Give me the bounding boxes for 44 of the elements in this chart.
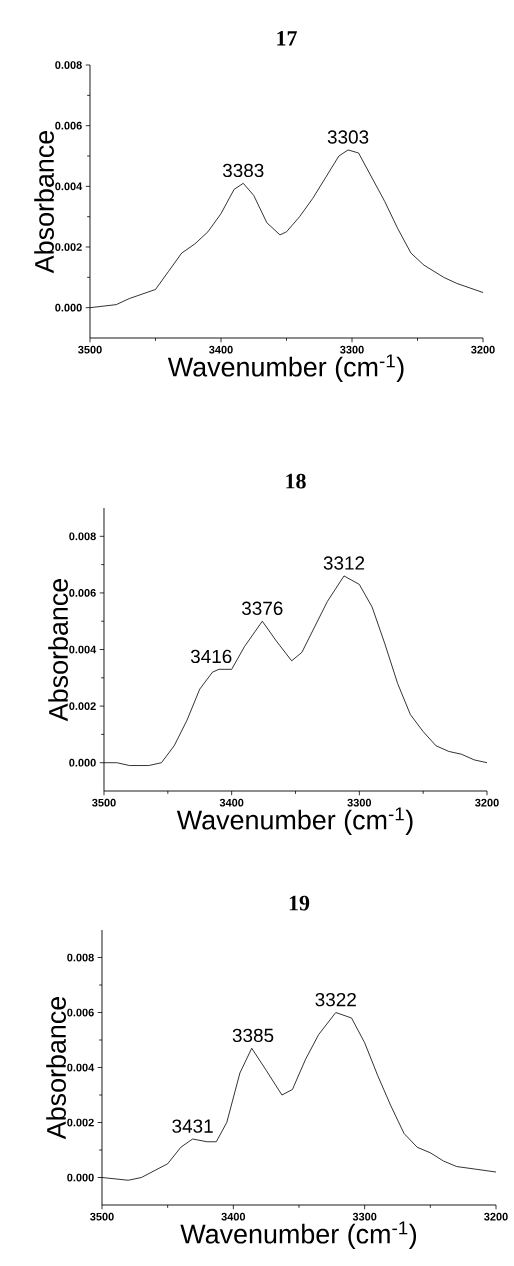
y-tick-label: 0.002 — [69, 702, 96, 710]
y-tick-label: 0.004 — [67, 1063, 95, 1072]
annotation: 3303 — [327, 130, 369, 144]
x-tick-label: 3500 — [92, 798, 116, 807]
x-tick-label: 3500 — [90, 1212, 114, 1221]
annotation: 3376 — [241, 601, 283, 616]
y-tick-label: 0.006 — [67, 1008, 94, 1017]
x-tick-label: 3300 — [340, 345, 364, 354]
annotation: 3385 — [232, 1028, 274, 1043]
y-tick-label: 0.008 — [69, 532, 96, 541]
y-tick-label: 0.006 — [55, 121, 82, 130]
y-tick-label: 0.000 — [55, 303, 82, 312]
y-axis-title: Absorbance — [48, 578, 68, 722]
y-tick-label: 0.000 — [67, 1173, 94, 1182]
y-tick-label: 0.002 — [67, 1118, 94, 1127]
x-axis-title: Wavenumber (cm$^{-1}$) — [180, 1221, 417, 1249]
chart-title: 17 — [277, 31, 297, 46]
x-axis-title: Wavenumber (cm$^{-1}$) — [167, 354, 404, 382]
annotation: 3322 — [315, 992, 356, 1007]
annotation: 3312 — [323, 556, 365, 570]
x-tick-label: 3200 — [471, 345, 495, 354]
chart-title: 18 — [286, 473, 306, 489]
y-tick-label: 0.000 — [69, 758, 96, 767]
y-tick-label: 0.008 — [55, 61, 82, 69]
y-axis-title: Absorbance — [34, 130, 54, 274]
annotation: 3431 — [172, 1119, 213, 1133]
y-tick-label: 0.006 — [69, 589, 96, 597]
x-axis-title: Wavenumber (cm$^{-1}$) — [176, 807, 413, 835]
x-tick-label: 3400 — [221, 1212, 246, 1221]
annotation: 3383 — [222, 163, 264, 178]
y-tick-label: 0.004 — [69, 645, 97, 654]
chart-title: 19 — [289, 895, 310, 911]
x-tick-label: 3200 — [475, 798, 499, 807]
y-tick-label: 0.004 — [55, 182, 83, 191]
x-tick-label: 3300 — [352, 1212, 377, 1221]
x-tick-label: 3200 — [484, 1212, 508, 1221]
x-tick-label: 3300 — [347, 798, 372, 807]
x-tick-label: 3500 — [78, 345, 102, 354]
y-tick-label: 0.008 — [67, 953, 94, 962]
x-tick-label: 3400 — [219, 798, 244, 807]
x-tick-label: 3400 — [209, 345, 233, 354]
y-axis-title: Absorbance — [46, 996, 66, 1140]
annotation: 3416 — [190, 649, 232, 664]
y-tick-label: 0.002 — [55, 243, 82, 251]
